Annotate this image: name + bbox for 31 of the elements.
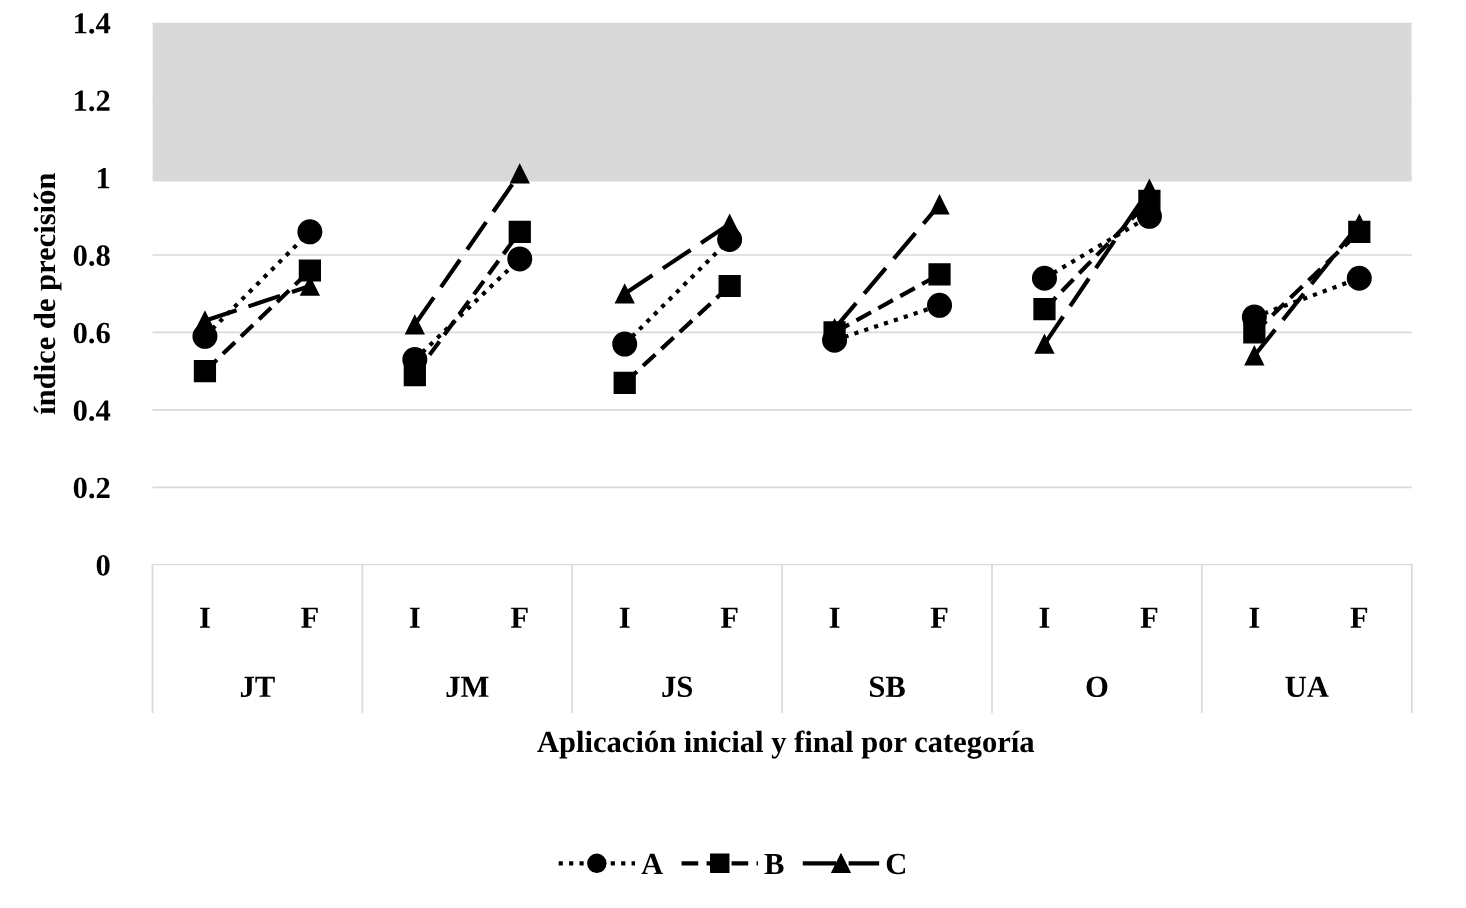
x-tick-label: F	[301, 607, 318, 628]
y-tick-label: 1.4	[75, 13, 111, 34]
legend-label: A	[641, 853, 663, 874]
y-axis-title: índice de precisión	[33, 173, 62, 415]
y-tick-label: 0.6	[73, 322, 110, 344]
x-tick-label: I	[409, 607, 420, 628]
y-tick-label: 1	[97, 168, 110, 189]
x-tick-label: F	[510, 607, 528, 628]
x-tick-label: I	[1249, 607, 1260, 628]
text: JS	[662, 676, 693, 698]
x-tick-label: I	[829, 607, 840, 628]
y-tick-label: 1.2	[75, 90, 110, 112]
text: O	[1086, 676, 1108, 698]
x-tick-label: I	[200, 607, 210, 628]
y-tick-label: 0	[96, 555, 110, 576]
x-tick-label: F	[1140, 607, 1158, 628]
text: SB	[869, 676, 905, 698]
text: JT	[240, 676, 275, 698]
y-tick-label: 0.4	[73, 400, 111, 421]
x-tick-label: I	[619, 607, 630, 628]
y-tick-label: 0.2	[73, 477, 110, 499]
x-tick-label: I	[1039, 607, 1050, 628]
x-axis-title: Aplicación inicial y final por categoría	[537, 730, 1035, 759]
legend-label: C	[886, 853, 906, 875]
x-tick-label: F	[930, 607, 948, 628]
x-tick-label: F	[1350, 607, 1368, 628]
text: JM	[446, 676, 489, 698]
y-tick-label: 0.8	[73, 245, 110, 267]
legend-label: B	[764, 853, 784, 875]
x-tick-label: F	[720, 607, 738, 628]
text: UA	[1285, 676, 1329, 698]
